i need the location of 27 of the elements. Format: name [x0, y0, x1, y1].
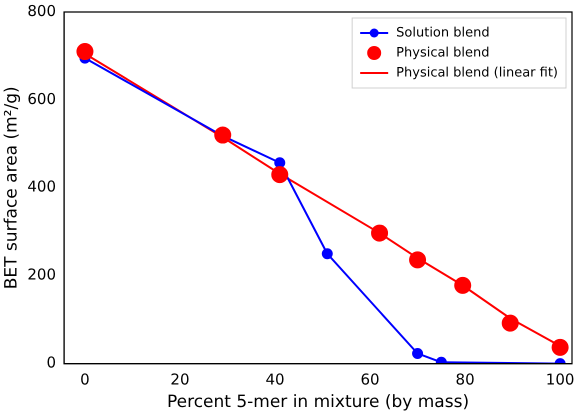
x-tick-label: 60 [360, 370, 380, 388]
y-tick-label: 200 [27, 266, 56, 284]
point [371, 224, 388, 242]
y-tick-label: 0 [46, 353, 56, 372]
x-tick-label: 100 [546, 370, 574, 388]
point [271, 166, 288, 184]
legend-label: Physical blend [396, 45, 490, 60]
point [409, 251, 426, 268]
y-tick-label: 600 [27, 90, 56, 108]
x-tick-label: 20 [170, 370, 190, 388]
point [552, 338, 569, 356]
y-tick-label: 800 [27, 2, 56, 20]
x-tick-label: 0 [80, 370, 90, 388]
point [322, 248, 333, 260]
point [76, 43, 94, 60]
legend-label: Solution blend [396, 25, 490, 40]
x-tick-label: 40 [265, 370, 285, 388]
legend-label: Physical blend (linear fit) [396, 65, 558, 80]
point [274, 157, 286, 168]
x-tick-label: 80 [456, 370, 475, 388]
y-tick-label: 400 [27, 178, 56, 196]
point [214, 126, 232, 144]
x-axis-title: Percent 5-mer in mixture (by mass) [166, 392, 470, 412]
point [412, 348, 424, 359]
y-axis-title: BET surface area (m²/g) [2, 86, 22, 290]
point [454, 276, 472, 294]
point [502, 314, 519, 332]
